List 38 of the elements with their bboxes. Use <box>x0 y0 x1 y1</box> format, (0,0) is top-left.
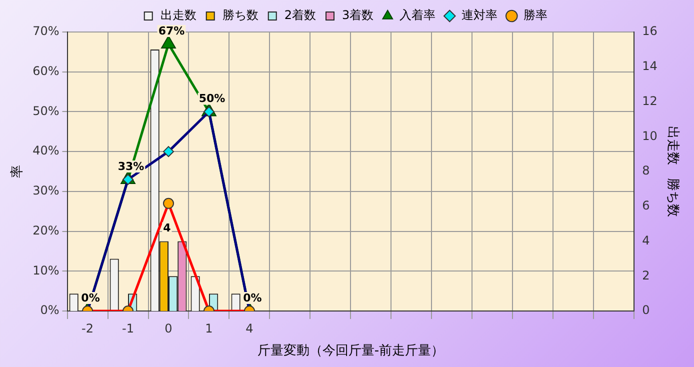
x-tick-label: -2 <box>82 321 94 336</box>
data-label: 0% <box>81 291 100 304</box>
x-tick-label: 0 <box>164 321 172 336</box>
y2-tick-label: 10 <box>642 128 658 143</box>
y-tick-label: 40% <box>32 144 60 158</box>
y2-tick-label: 16 <box>642 24 658 38</box>
y2-tick-label: 14 <box>642 59 658 73</box>
legend-label: 勝ち数 <box>222 8 258 22</box>
data-label: 0% <box>243 291 262 304</box>
data-label: 4 <box>163 222 172 235</box>
data-label: 50% <box>198 92 226 106</box>
y-tick-label: 70% <box>32 24 60 38</box>
legend-label: 2着数 <box>284 8 316 22</box>
x-tick-label: 1 <box>205 321 213 336</box>
y2-axis-title: 出走数 勝ち数 <box>664 126 680 217</box>
y-tick-label: 10% <box>32 263 60 278</box>
legend-label: 3着数 <box>342 8 374 22</box>
y-tick-label: 60% <box>32 64 60 78</box>
y-tick-label: 20% <box>32 223 60 238</box>
y-tick-label: 0% <box>40 303 60 318</box>
y2-tick-label: 8 <box>642 164 650 178</box>
y-tick-label: 30% <box>32 184 60 198</box>
y-tick-label: 50% <box>32 104 60 118</box>
x-axis-title: 斤量変動（今回斤量-前走斤量） <box>257 342 444 359</box>
data-label: 33% <box>118 160 144 173</box>
data-label: 67% <box>158 24 185 38</box>
y2-tick-label: 6 <box>642 198 650 212</box>
y2-tick-label: 12 <box>642 94 658 108</box>
legend-label: 連対率 <box>462 8 498 22</box>
y2-tick-label: 2 <box>642 268 650 282</box>
x-tick-label: 4 <box>246 321 254 336</box>
y2-tick-label: 0 <box>642 303 650 318</box>
y-axis-title: 率 <box>9 165 26 178</box>
legend-label: 入着率 <box>400 8 436 22</box>
legend-label: 出走数 <box>160 8 196 22</box>
legend-label: 勝率 <box>524 8 548 22</box>
x-tick-label: -1 <box>122 321 134 336</box>
y2-tick-label: 4 <box>642 233 650 248</box>
